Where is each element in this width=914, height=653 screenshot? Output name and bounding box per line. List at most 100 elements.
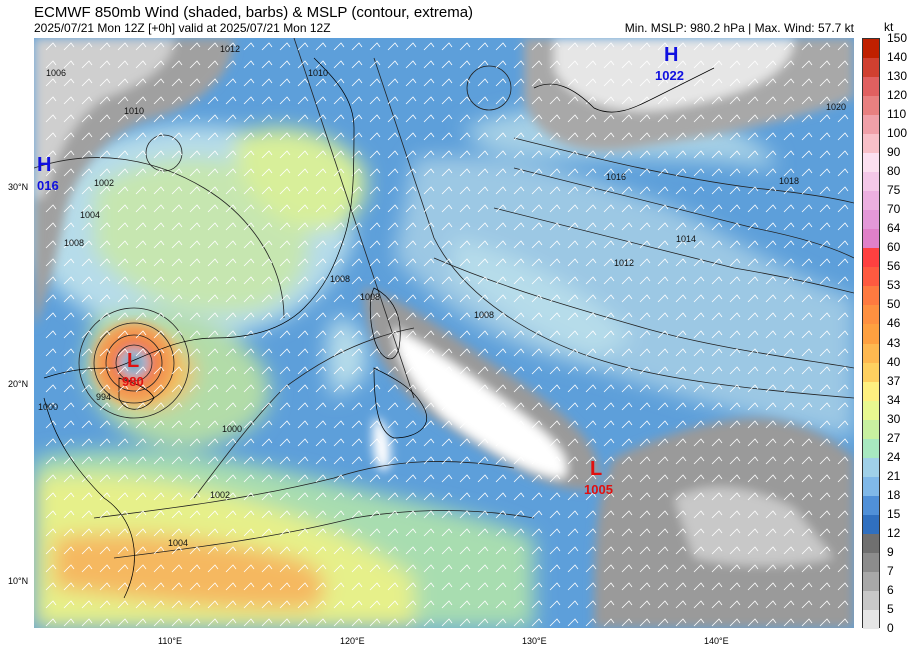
wind-barb [801, 186, 813, 195]
wind-barb [387, 258, 399, 267]
wind-barb [45, 330, 57, 339]
wind-barb [513, 348, 525, 357]
wind-barb [387, 402, 399, 411]
wind-barb [495, 564, 507, 573]
wind-barb [657, 150, 669, 159]
wind-barb [603, 438, 615, 447]
wind-barb [477, 150, 489, 159]
wind-barb [297, 312, 309, 321]
wind-barb [117, 402, 129, 411]
wind-barb [207, 168, 219, 177]
wind-barb [747, 132, 759, 141]
wind-barb [279, 528, 291, 537]
colorbar-segment [863, 533, 879, 554]
wind-barb [189, 312, 201, 321]
wind-barb [693, 60, 705, 69]
colorbar-tick-label: 15 [887, 506, 901, 521]
wind-barb [297, 402, 309, 411]
wind-barb [585, 96, 597, 105]
wind-barb [765, 96, 777, 105]
wind-barb [153, 438, 165, 447]
wind-barb [189, 546, 201, 555]
wind-barb [423, 510, 435, 519]
wind-barb [765, 474, 777, 483]
wind-barb [549, 474, 561, 483]
wind-barb [81, 474, 93, 483]
wind-barb [801, 168, 813, 177]
wind-barb [513, 510, 525, 519]
wind-barb [459, 42, 471, 51]
wind-barb [297, 78, 309, 87]
wind-barb [225, 60, 237, 69]
wind-barb [477, 420, 489, 429]
wind-barb [495, 294, 507, 303]
wind-barb [567, 294, 579, 303]
wind-barb [711, 258, 723, 267]
wind-barb [99, 348, 111, 357]
wind-barb [837, 438, 849, 447]
wind-barb [405, 132, 417, 141]
wind-barb [711, 366, 723, 375]
wind-barb [387, 240, 399, 249]
wind-barb [729, 150, 741, 159]
wind-barb [513, 384, 525, 393]
wind-barb [639, 348, 651, 357]
wind-barb [225, 96, 237, 105]
wind-barb [819, 546, 831, 555]
wind-barb [495, 474, 507, 483]
wind-barb [189, 132, 201, 141]
wind-barb [45, 240, 57, 249]
wind-barb [333, 132, 345, 141]
wind-barb [207, 600, 219, 609]
wind-barb [495, 132, 507, 141]
wind-barb [801, 60, 813, 69]
wind-barb [117, 42, 129, 51]
wind-barb [99, 582, 111, 591]
wind-barb [621, 528, 633, 537]
wind-barb [657, 366, 669, 375]
wind-barb [639, 420, 651, 429]
wind-barb [603, 240, 615, 249]
wind-barb [567, 384, 579, 393]
wind-barb [603, 96, 615, 105]
wind-barb [477, 564, 489, 573]
isobar-label: 1000 [222, 424, 243, 434]
wind-barb [657, 114, 669, 123]
wind-barb [639, 60, 651, 69]
wind-barb [81, 114, 93, 123]
wind-barb [333, 114, 345, 123]
wind-barb [639, 294, 651, 303]
wind-barb [765, 114, 777, 123]
wind-barb [315, 150, 327, 159]
wind-barb [261, 528, 273, 537]
wind-barb [603, 258, 615, 267]
wind-barb [711, 294, 723, 303]
wind-barb [603, 384, 615, 393]
coastlines [43, 57, 715, 599]
wind-barb [117, 438, 129, 447]
wind-barb [189, 42, 201, 51]
wind-barb [783, 438, 795, 447]
wind-barb [81, 240, 93, 249]
colorbar-tick-label: 60 [887, 240, 901, 255]
wind-barb [387, 132, 399, 141]
wind-barb [63, 204, 75, 213]
wind-barb [441, 294, 453, 303]
wind-barb [207, 366, 219, 375]
wind-barb [171, 600, 183, 609]
wind-barb [315, 132, 327, 141]
wind-barb [225, 402, 237, 411]
wind-barb [405, 600, 417, 609]
wind-barb [747, 222, 759, 231]
wind-barb [99, 492, 111, 501]
wind-barb [621, 600, 633, 609]
wind-barb [621, 132, 633, 141]
wind-barb [405, 438, 417, 447]
wind-barb [747, 438, 759, 447]
wind-barb [135, 456, 147, 465]
wind-barb [459, 348, 471, 357]
wind-barb [513, 222, 525, 231]
wind-barb [711, 384, 723, 393]
wind-barb [423, 618, 435, 627]
wind-barb [351, 312, 363, 321]
